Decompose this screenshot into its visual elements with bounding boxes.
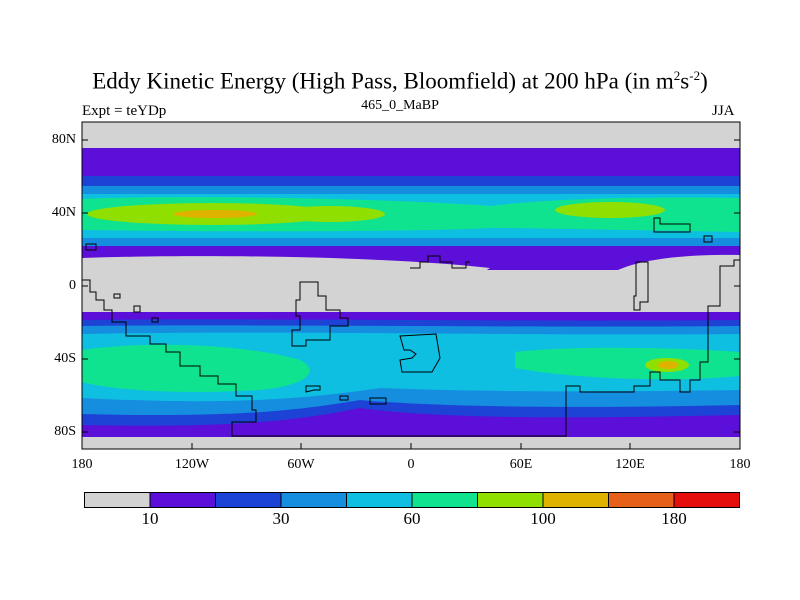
colorbar-swatch: [84, 492, 151, 508]
plot-subtitle: 465_0_MaBP: [361, 98, 439, 113]
lat-label-40s: 40S: [54, 351, 76, 366]
lat-label-80n: 80N: [51, 132, 76, 147]
lat-label-40n: 40N: [51, 205, 76, 220]
colorbar-label-100: 100: [530, 509, 556, 528]
lon-label-60e: 60E: [509, 457, 533, 472]
map-ticks: [82, 139, 740, 449]
lon-label-120e: 120E: [615, 457, 645, 472]
lon-label-120w: 120W: [174, 457, 210, 472]
season-label: JJA: [712, 103, 735, 119]
colorbar-swatch: [346, 492, 413, 508]
contour-fields: [82, 122, 740, 449]
colorbar-label-180: 180: [661, 509, 687, 528]
colorbar-label-10: 10: [141, 509, 159, 528]
lat-label-80s: 80S: [54, 424, 76, 439]
colorbar-swatch: [149, 492, 216, 508]
plot-title: Eddy Kinetic Energy (High Pass, Bloomfie…: [92, 68, 708, 94]
colorbar-swatch: [215, 492, 282, 508]
colorbar-label-60: 60: [403, 509, 421, 528]
lon-label-180e: 180: [729, 457, 751, 472]
colorbar-label-30: 30: [272, 509, 290, 528]
colorbar-swatch: [411, 492, 478, 508]
coastlines: [82, 217, 740, 437]
lat-label-eq: 0: [69, 278, 76, 293]
colorbar-swatch: [542, 492, 609, 508]
colorbar: [84, 492, 740, 508]
lon-label-60w: 60W: [287, 457, 315, 472]
lon-label-0: 0: [407, 457, 415, 472]
experiment-label: Expt = teYDp: [82, 103, 167, 119]
colorbar-swatch: [280, 492, 347, 508]
colorbar-swatch: [673, 492, 740, 508]
colorbar-swatch: [608, 492, 675, 508]
colorbar-swatch: [477, 492, 544, 508]
lon-label-180w: 180: [71, 457, 93, 472]
